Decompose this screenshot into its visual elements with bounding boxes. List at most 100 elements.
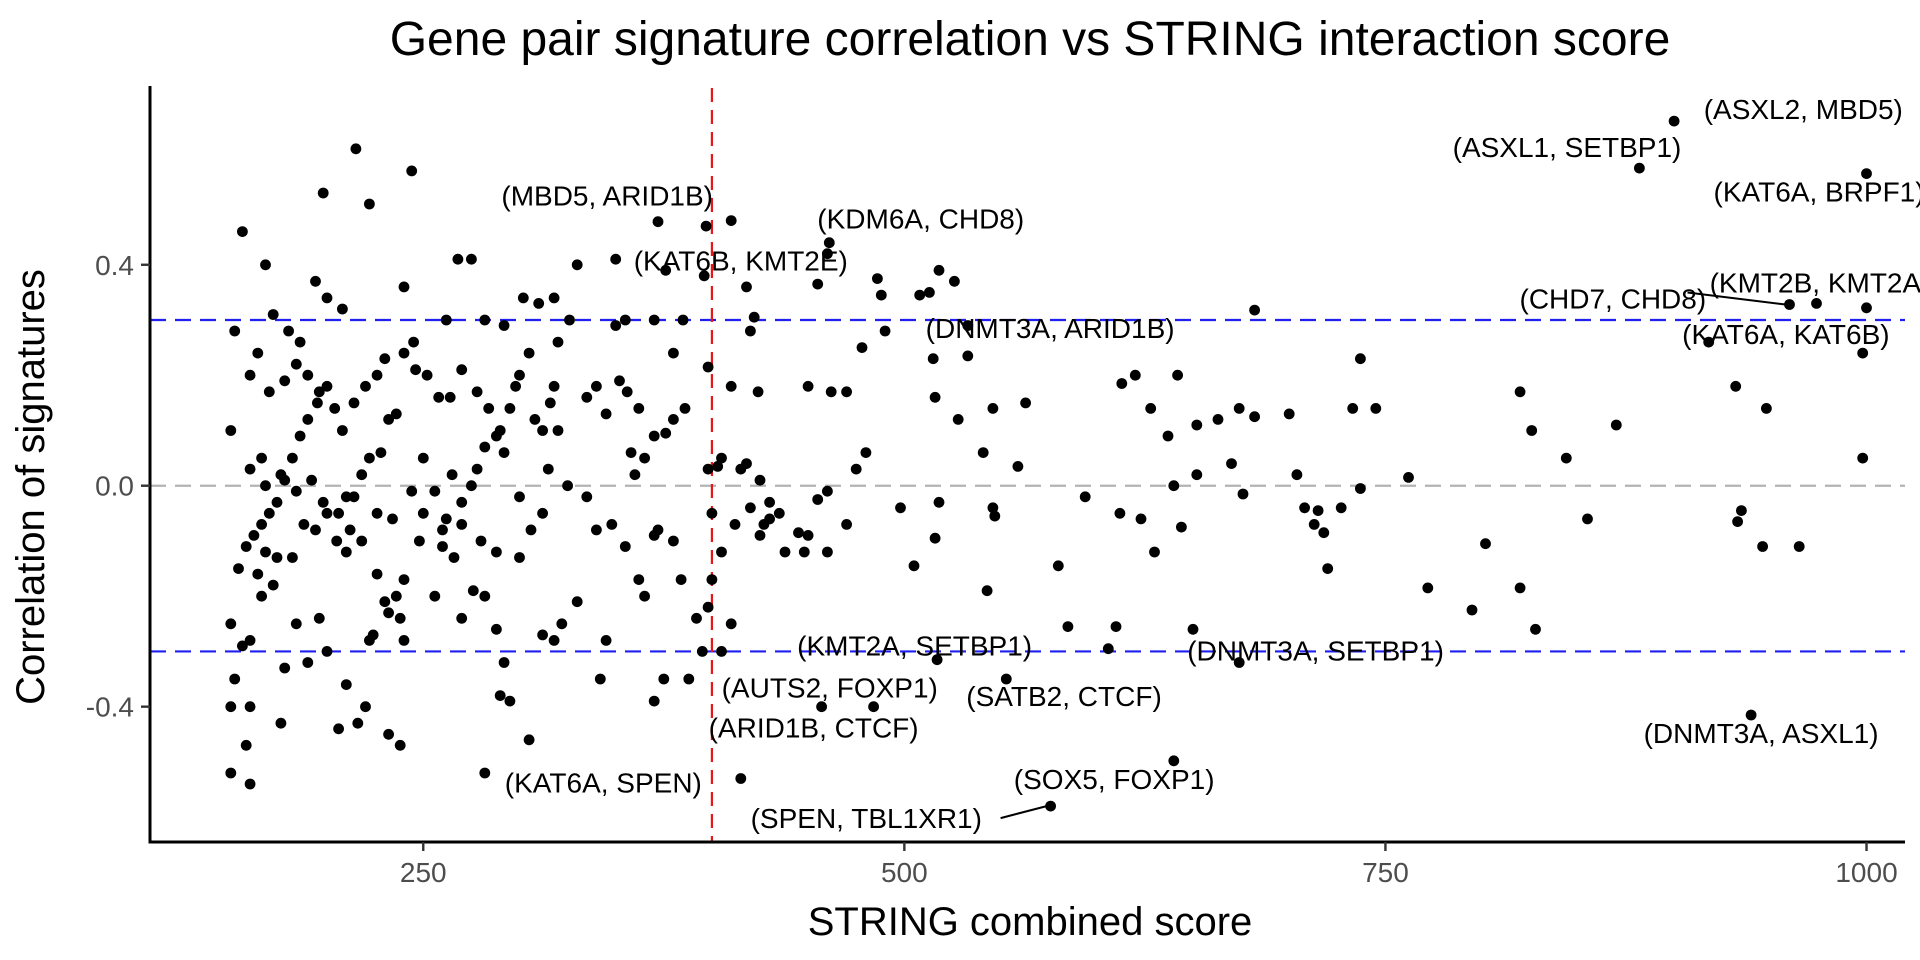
- data-point: [408, 336, 419, 348]
- data-point: [271, 552, 283, 563]
- data-point: [240, 541, 252, 552]
- data-point: [571, 259, 583, 271]
- data-point: [313, 386, 325, 398]
- data-point: [456, 519, 468, 530]
- data-point: [1322, 563, 1334, 574]
- data-point: [856, 342, 868, 353]
- data-point: [952, 414, 964, 425]
- data-point: [456, 496, 468, 508]
- data-point: [1347, 403, 1359, 414]
- data-point: [1291, 469, 1303, 481]
- data-point: [1114, 507, 1126, 519]
- data-point: [735, 773, 747, 784]
- data-point: [542, 463, 554, 475]
- data-point: [1355, 483, 1366, 494]
- data-point: [1370, 403, 1382, 414]
- data-point: [1861, 302, 1872, 314]
- data-point: [648, 695, 660, 707]
- data-point: [752, 386, 764, 398]
- data-point: [668, 535, 679, 547]
- data-point: [383, 728, 394, 740]
- x-tick-label: 250: [400, 857, 447, 888]
- data-point: [1560, 452, 1572, 464]
- data-point: [406, 485, 418, 497]
- data-point: [633, 574, 645, 585]
- data-point: [698, 270, 710, 282]
- data-point: [360, 701, 371, 713]
- data-point: [510, 380, 521, 392]
- point-annotation-label: (DNMT3A, ARID1B): [926, 313, 1175, 344]
- data-point: [523, 347, 535, 359]
- data-point: [1335, 502, 1347, 514]
- data-point: [633, 403, 645, 414]
- data-point: [1514, 386, 1526, 398]
- data-point: [317, 187, 329, 199]
- data-point: [225, 767, 237, 779]
- data-point: [725, 380, 737, 392]
- x-tick-label: 1000: [1835, 857, 1897, 888]
- data-point: [491, 623, 502, 635]
- x-axis-title: STRING combined score: [808, 900, 1253, 944]
- point-annotation-label: (SPEN, TBL1XR1): [751, 803, 982, 834]
- data-point: [390, 590, 402, 602]
- data-point: [329, 403, 341, 414]
- data-point: [263, 386, 275, 398]
- data-point: [639, 452, 650, 464]
- data-point: [610, 320, 622, 331]
- data-point: [333, 723, 344, 735]
- data-point: [298, 519, 310, 530]
- data-point: [1168, 480, 1180, 492]
- data-point: [1172, 369, 1183, 381]
- data-point: [514, 552, 525, 563]
- data-point: [648, 530, 660, 541]
- data-point: [248, 530, 260, 541]
- data-point: [1757, 541, 1768, 552]
- data-point: [1308, 519, 1320, 530]
- data-point: [675, 574, 687, 585]
- point-annotation-label: (SATB2, CTCF): [966, 681, 1161, 712]
- point-annotation-label: (KAT6A, KAT6B): [1682, 319, 1889, 350]
- annotation-leader-line: [1687, 291, 1786, 306]
- data-point: [225, 618, 237, 630]
- data-point: [379, 596, 391, 608]
- data-point: [1191, 419, 1203, 431]
- data-point: [1793, 541, 1805, 552]
- data-point: [1191, 469, 1203, 481]
- data-point: [754, 530, 766, 541]
- data-point: [741, 281, 752, 293]
- data-point: [1745, 709, 1757, 721]
- data-point: [348, 491, 360, 503]
- data-point: [533, 298, 545, 309]
- data-point: [1299, 502, 1310, 514]
- data-point: [1145, 403, 1157, 414]
- data-point: [1110, 621, 1122, 632]
- data-point: [927, 353, 939, 365]
- data-point: [1861, 168, 1872, 180]
- data-point: [702, 601, 714, 613]
- data-point: [394, 612, 406, 624]
- data-point: [452, 253, 464, 265]
- data-point: [1634, 162, 1645, 174]
- data-point: [619, 541, 631, 552]
- data-point: [735, 463, 747, 475]
- data-point: [748, 311, 760, 323]
- data-point: [525, 524, 537, 536]
- data-point: [294, 336, 306, 348]
- data-point: [652, 216, 664, 228]
- data-point: [256, 590, 267, 602]
- y-tick-label: -0.4: [86, 692, 134, 723]
- data-point: [252, 568, 264, 580]
- data-point: [660, 264, 672, 276]
- data-point: [872, 273, 883, 284]
- data-point: [1736, 505, 1747, 516]
- data-point: [648, 430, 660, 442]
- data-point: [764, 496, 775, 508]
- data-point: [287, 552, 298, 563]
- data-point: [924, 287, 935, 298]
- data-points: [225, 115, 1872, 812]
- data-point: [1857, 452, 1869, 464]
- data-point: [229, 325, 241, 337]
- data-point: [356, 469, 368, 481]
- data-point: [625, 447, 637, 458]
- data-point: [364, 452, 375, 464]
